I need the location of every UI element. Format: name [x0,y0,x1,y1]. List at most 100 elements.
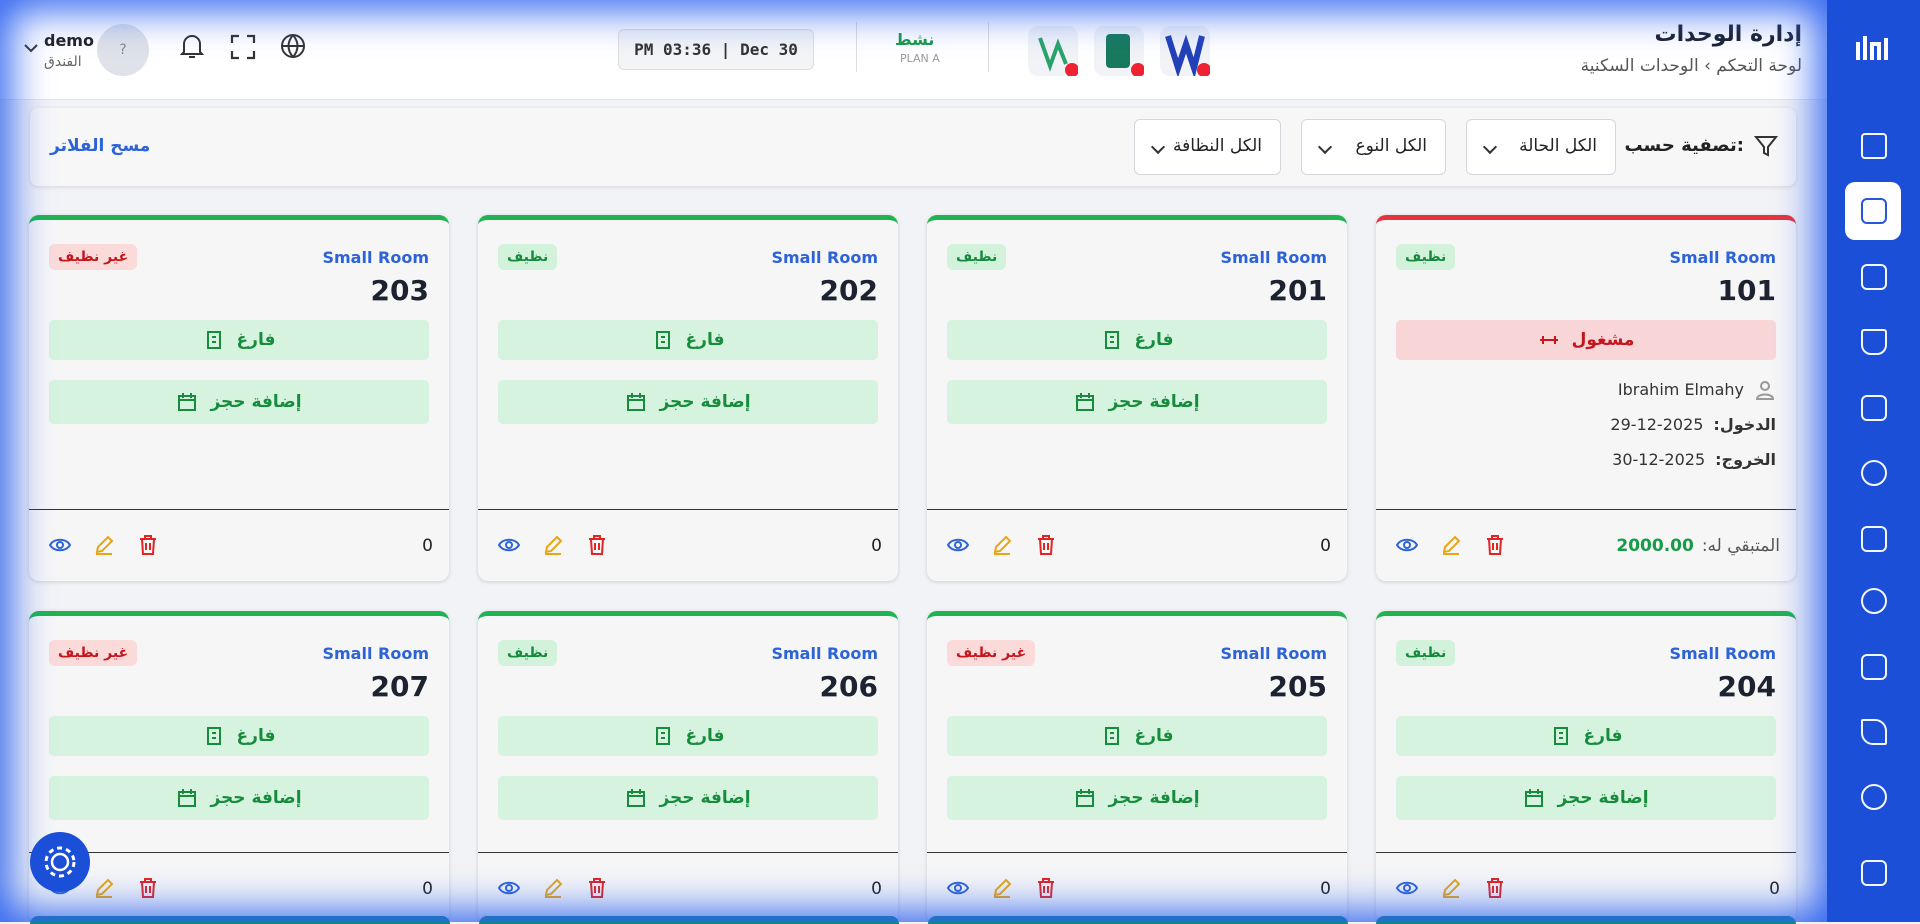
add-booking[interactable]: إضافة حجز [498,380,878,424]
add-booking[interactable]: إضافة حجز [947,380,1327,424]
status-icon [655,727,670,745]
sidebar [1827,0,1920,922]
edit-button[interactable] [542,877,564,899]
view-button[interactable] [947,877,969,899]
unit-number: 203 [370,274,429,307]
view-button[interactable] [49,534,71,556]
add-booking[interactable]: إضافة حجز [498,776,878,820]
delete-button[interactable] [1484,877,1506,899]
card-edge [928,916,1348,924]
delete-button[interactable] [137,534,159,556]
filter-select[interactable]: الكل الحالة [1466,119,1616,175]
filter-label: تصفية حسب: [1624,135,1744,156]
view-button[interactable] [498,534,520,556]
filter-bar: تصفية حسب: الكل الحالة الكل النوع الكل ا… [30,108,1796,186]
page-title: إدارة الوحدات [1654,22,1803,47]
edit-button[interactable] [991,534,1013,556]
status-text: فارغ [1134,726,1174,746]
fullscreen-icon[interactable] [230,34,256,60]
filter-select[interactable]: الكل النظافة [1134,119,1281,175]
delete-button[interactable] [1035,877,1057,899]
calendar-icon [1076,789,1095,807]
nav-units[interactable] [1861,198,1887,224]
delete-button[interactable] [586,877,608,899]
filter-select[interactable]: الكل النوع [1301,119,1446,175]
status-bar: مشغول [1396,320,1776,360]
app-logo[interactable] [1028,26,1079,77]
divider [988,22,989,72]
crumb[interactable]: الوحدات السكنية [1580,56,1699,76]
delete-button[interactable] [586,534,608,556]
cleanliness-badge: نظيف [1396,640,1456,666]
card-body: مشغول Ibrahim Elmahy الدخول: 2025-12-29 الخر… [1396,320,1776,477]
unit-card: Small Room 203 غير نظيف فارغ إضافة حجز 0 [29,215,449,581]
nav-logout[interactable] [1861,860,1887,886]
cleanliness-badge: نظيف [947,244,1007,270]
add-booking[interactable]: إضافة حجز [49,776,429,820]
nav-settings[interactable] [1861,784,1887,810]
view-button[interactable] [1396,877,1418,899]
card-edge [1376,916,1796,924]
plan: PLAN A [900,52,940,65]
clear-filters[interactable]: مسح الفلاتر [50,136,151,156]
card-edge [479,916,899,924]
checkin-label: الدخول: [1713,415,1776,434]
add-booking[interactable]: إضافة حجز [49,380,429,424]
calendar-icon [1525,789,1544,807]
edit-button[interactable] [1440,877,1462,899]
active-item[interactable] [1845,182,1901,240]
nav-send[interactable] [1861,719,1887,745]
card-footer: 0 [29,852,449,924]
settings-fab[interactable] [30,832,90,892]
edit-button[interactable] [991,877,1013,899]
avatar[interactable]: ? [97,24,149,76]
status-text: فارغ [236,726,276,746]
card-body: فارغ إضافة حجز [498,716,878,820]
edit-button[interactable] [93,534,115,556]
units-grid: Small Room 101 نظيف مشغول Ibrahim Elmahy الدخ… [29,215,1796,924]
checkout-date: 2025-12-30 [1612,450,1706,469]
user-name: demo [44,31,94,50]
add-booking[interactable]: إضافة حجز [1396,776,1776,820]
nav-history[interactable] [1861,588,1887,614]
crumb[interactable]: لوحة التحكم [1716,56,1802,76]
card-footer: 0 [29,509,449,581]
status-bar: فارغ [498,320,878,360]
delete-button[interactable] [1484,534,1506,556]
nav-services[interactable] [1861,460,1887,486]
view-button[interactable] [947,534,969,556]
edit-button[interactable] [542,534,564,556]
card-actions [947,534,1057,556]
nav-rooms[interactable] [1861,264,1887,290]
language-icon[interactable] [280,33,306,59]
nav-dashboard[interactable] [1861,133,1887,159]
nav-archive[interactable] [1861,654,1887,680]
nav-checkin[interactable] [1861,526,1887,552]
notification-icon[interactable] [180,32,204,60]
cleanliness-badge: نظيف [498,640,558,666]
edit-button[interactable] [1440,534,1462,556]
app-logo[interactable] [1160,26,1211,79]
logo[interactable] [1855,30,1891,64]
user-menu-toggle[interactable] [23,43,39,53]
checkout-label: الخروج: [1715,450,1776,469]
view-button[interactable] [498,877,520,899]
view-button[interactable] [1396,534,1418,556]
unit-type: Small Room [771,644,878,663]
delete-button[interactable] [137,877,159,899]
delete-button[interactable] [1035,534,1057,556]
cleanliness-badge: نظيف [498,244,558,270]
add-booking[interactable]: إضافة حجز [947,776,1327,820]
unit-type: Small Room [1669,644,1776,663]
nav-payments[interactable] [1861,395,1887,421]
add-booking-text: إضافة حجز [210,788,302,808]
card-actions [498,877,608,899]
nav-shop[interactable] [1861,329,1887,355]
unit-type: Small Room [1669,248,1776,267]
calendar-icon [178,789,197,807]
edit-button[interactable] [93,877,115,899]
status-bar: فارغ [1396,716,1776,756]
card-footer: المتبقي له: 2000.00 [1376,509,1796,581]
app-logo[interactable] [1094,26,1145,77]
